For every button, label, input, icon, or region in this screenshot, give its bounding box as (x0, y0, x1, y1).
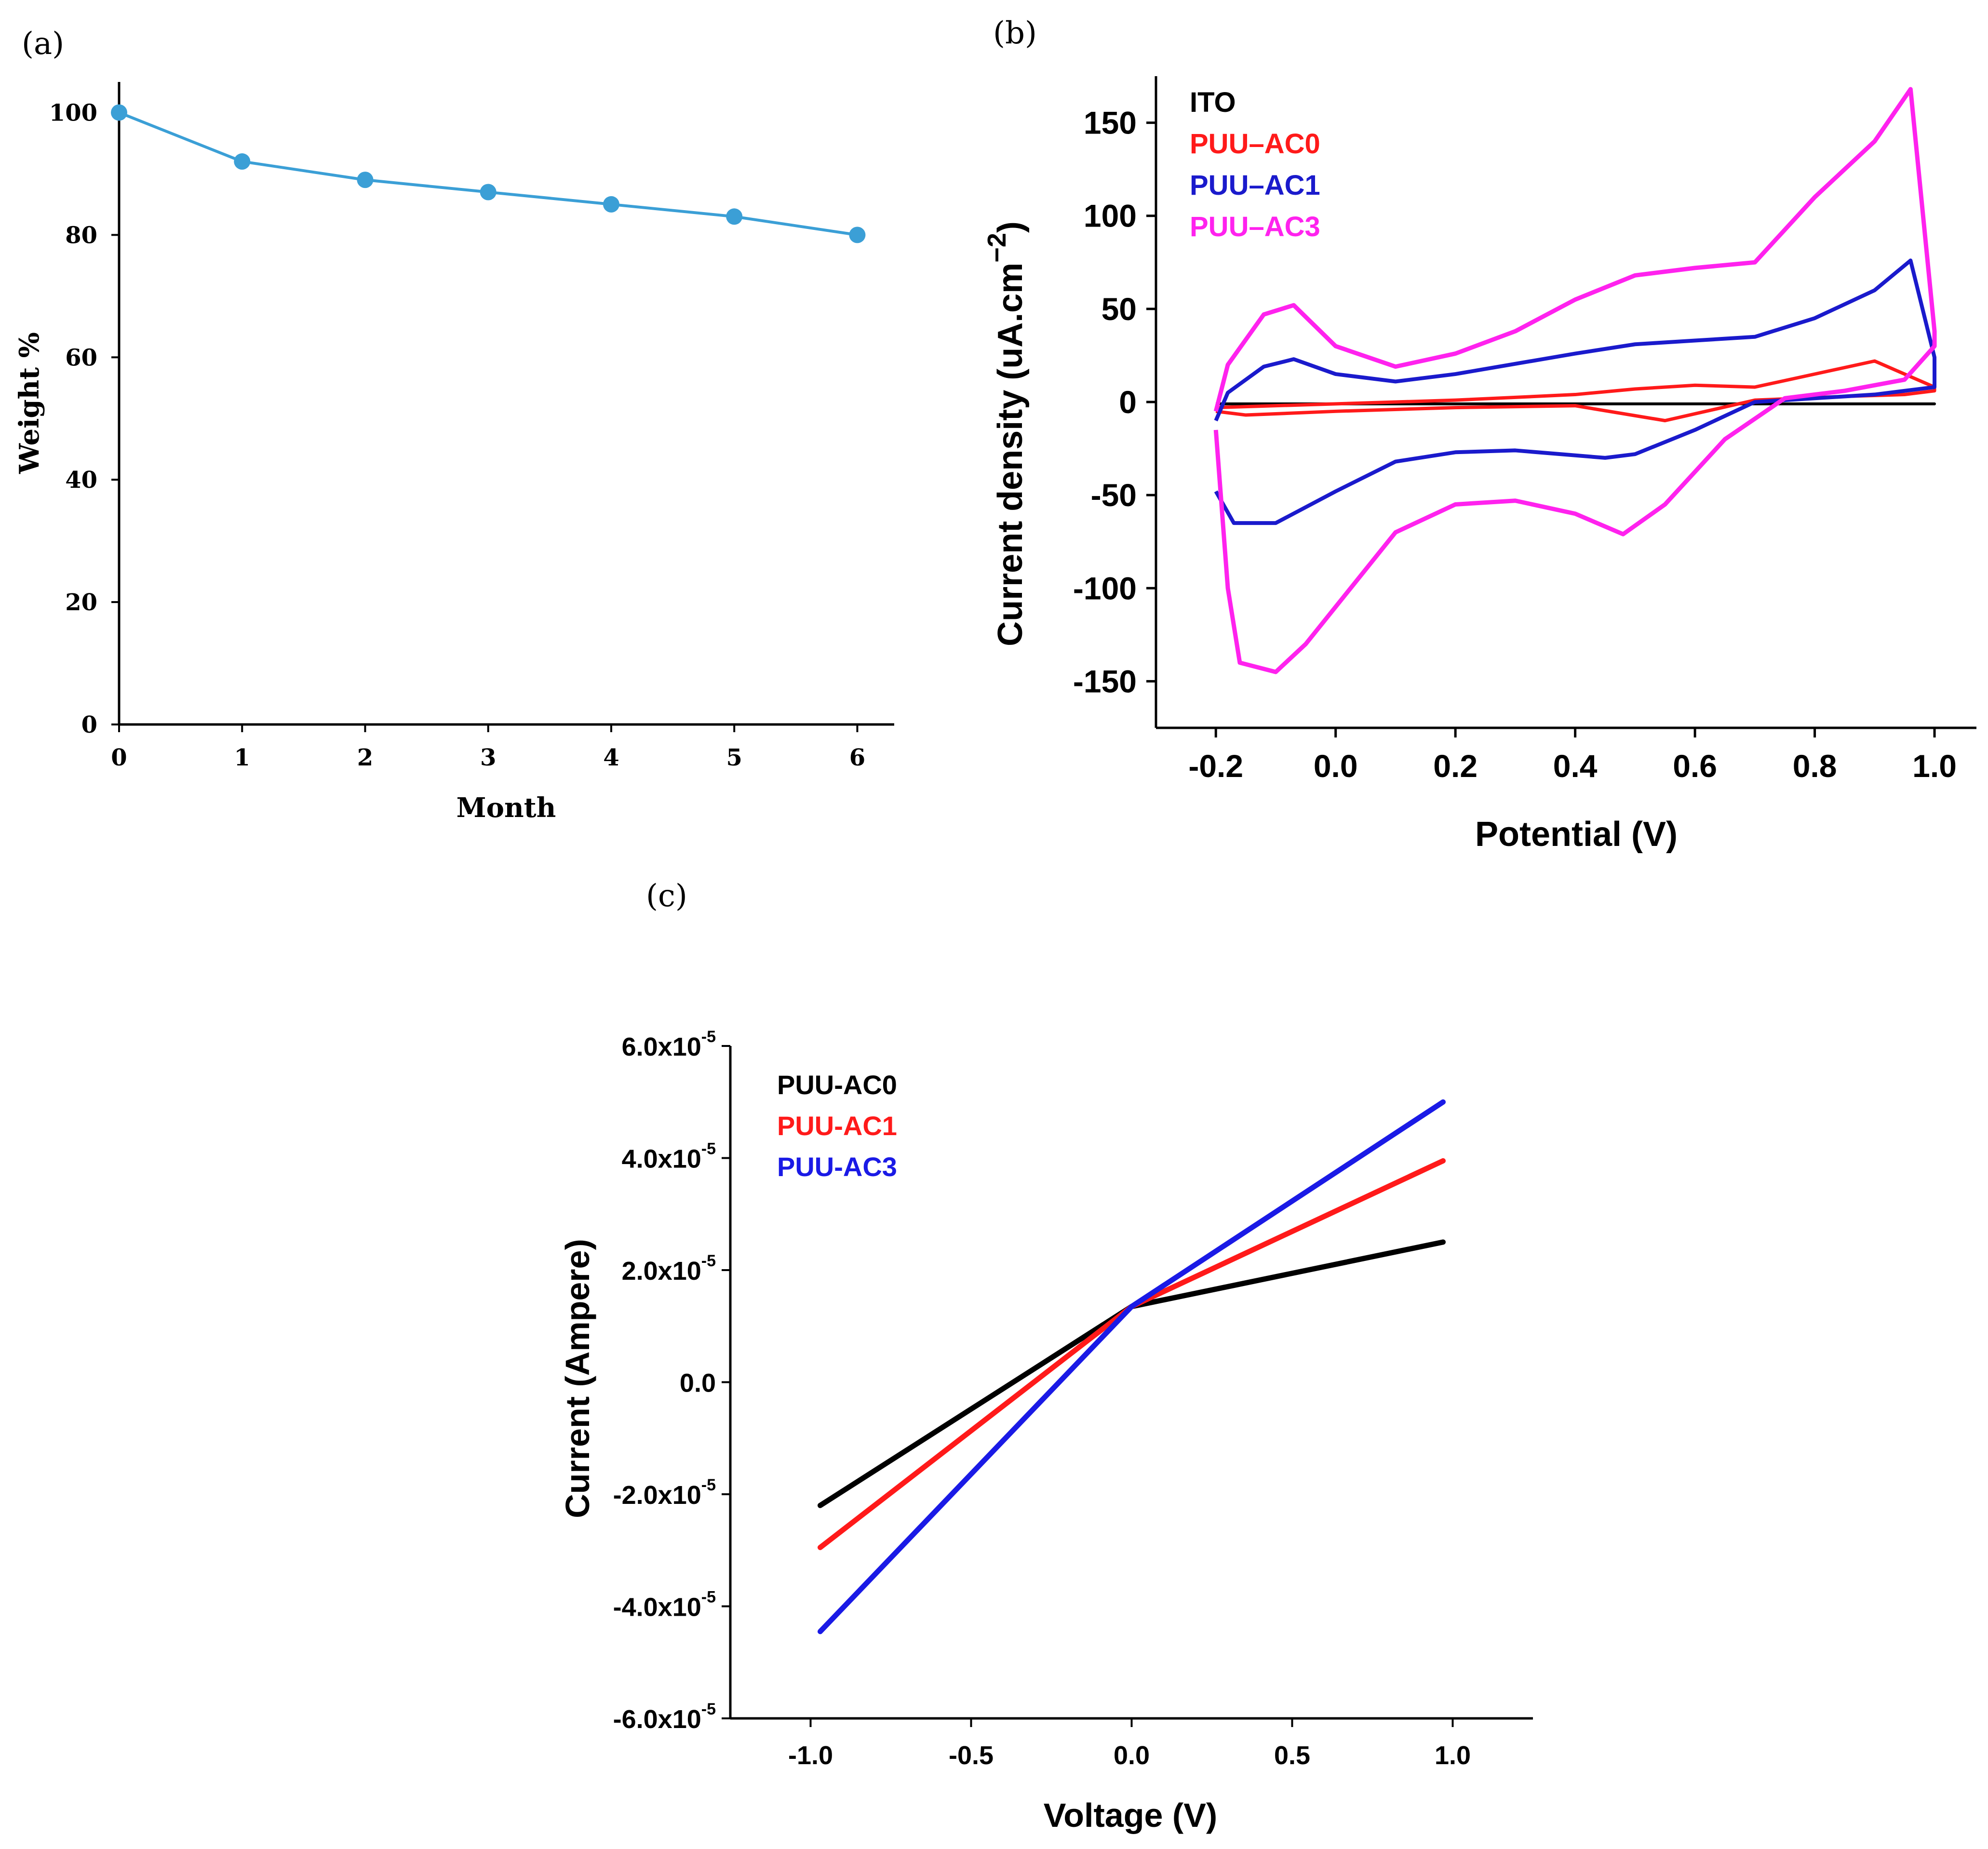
panel-a-y-tick-label-3: 60 (65, 344, 97, 371)
panel-b-y-tick-label-1: -100 (1073, 570, 1137, 606)
panel-c-series-puu-ac3 (817, 1099, 1446, 1635)
panel-c-series (817, 1099, 1446, 1635)
panel-b-y-label-sup: −2 (982, 233, 1011, 263)
panel-c-legend-puu-ac0: PUU-AC0 (777, 1070, 897, 1100)
panel-a-point-1 (234, 153, 251, 170)
panel-b-ticks: -0.2 0.0 0.2 0.4 0.6 0.8 1.0 -150 -100 -50 0 50 100 1… (1073, 105, 1957, 784)
panel-b-x-tick-label-1: 0.0 (1314, 748, 1358, 784)
panel-b-legend-puu-ac1: PUU–AC1 (1190, 170, 1320, 201)
panel-c-chart: (c) -1.0 -0.5 0.0 0.5 1.0-6.0x10-5-4.0x10-5-… (559, 878, 1533, 1834)
panel-a-x-tick-label-2: 2 (357, 744, 373, 771)
panel-c-x-tick-label-3: 0.5 (1274, 1741, 1310, 1770)
panel-b-series-puu-ac3 (1213, 87, 1937, 674)
panel-b-y-tick-label-4: 50 (1101, 291, 1137, 327)
panel-b-x-tick-label-6: 1.0 (1912, 748, 1957, 784)
panel-a-y-tick-label-0: 0 (81, 711, 97, 738)
panel-b-x-label: Potential (V) (1475, 815, 1678, 854)
panel-a-point-0 (111, 104, 127, 121)
panel-c-y-tick-label-1: -4.0x10-5 (613, 1588, 716, 1622)
panel-b-series (1213, 87, 1937, 674)
panel-a-point-3 (480, 184, 497, 201)
panel-c-x-tick-label-2: 0.0 (1114, 1741, 1150, 1770)
panel-c-label: (c) (646, 878, 687, 914)
panel-c-x-tick-label-4: 1.0 (1435, 1741, 1471, 1770)
panel-c-series-puu-ac1 (817, 1158, 1446, 1550)
panel-a-point-5 (726, 208, 743, 225)
panel-b-chart: (b) -0.2 0.0 0.2 0.4 0.6 0.8 1.0 -150 -100 -50 0 50… (982, 15, 1976, 854)
panel-b-y-tick-label-6: 150 (1084, 105, 1137, 141)
panel-a-series-line (118, 111, 858, 237)
panel-c-y-tick-label-4: 2.0x10-5 (622, 1252, 716, 1286)
panel-a-y-tick-label-1: 20 (65, 589, 97, 616)
panel-a-point-4 (603, 196, 619, 213)
panel-a-y-tick-label-4: 80 (65, 222, 97, 249)
panel-a-x-tick-label-1: 1 (234, 744, 250, 771)
panel-b-legend: ITO PUU–AC0 PUU–AC1 PUU–AC3 (1190, 87, 1320, 242)
panel-a-point-2 (357, 172, 374, 188)
panel-c-y-label: Current (Ampere) (559, 1239, 596, 1518)
panel-a-x-tick-label-5: 5 (726, 744, 742, 771)
panel-a-y-label: Weight % (13, 332, 45, 474)
panel-b-x-tick-label-2: 0.2 (1433, 748, 1478, 784)
panel-b-x-tick-label-0: -0.2 (1188, 748, 1243, 784)
panel-a-x-tick-label-6: 6 (849, 744, 865, 771)
panel-a-x-tick-label-0: 0 (111, 744, 127, 771)
panel-b-y-label-main: Current density (uA.cm (991, 263, 1030, 646)
panel-a-y-tick-label-5: 100 (49, 99, 97, 126)
panel-c-y-tick-label-5: 4.0x10-5 (622, 1140, 716, 1174)
panel-c-x-label: Voltage (V) (1044, 1796, 1217, 1834)
panel-c-x-tick-label-1: -0.5 (949, 1741, 994, 1770)
panel-a-point-6 (849, 227, 866, 243)
panel-b-series-puu-ac0 (1215, 359, 1936, 423)
panel-a-points (111, 104, 866, 243)
panel-b-y-tick-label-2: -50 (1091, 477, 1137, 513)
panel-a-y-tick-label-2: 40 (65, 467, 97, 494)
panel-b-legend-ito: ITO (1190, 87, 1236, 118)
panel-b-x-tick-label-3: 0.4 (1553, 748, 1598, 784)
panel-b-y-tick-label-0: -150 (1073, 663, 1137, 699)
panel-b-x-tick-label-5: 0.8 (1793, 748, 1837, 784)
panel-b-series-puu-ac1 (1214, 258, 1937, 525)
panel-c-x-tick-label-0: -1.0 (788, 1741, 833, 1770)
panel-b-y-tick-label-5: 100 (1084, 198, 1137, 234)
panel-c-legend-puu-ac1: PUU-AC1 (777, 1111, 897, 1141)
panel-b-legend-puu-ac0: PUU–AC0 (1190, 128, 1320, 160)
panel-b-y-label: Current density (uA.cm−2) (982, 221, 1030, 646)
panel-a-label: (a) (22, 26, 64, 62)
panel-a-x-tick-label-3: 3 (480, 744, 496, 771)
panel-b-legend-puu-ac3: PUU–AC3 (1190, 211, 1320, 242)
panel-c-y-tick-label-0: -6.0x10-5 (613, 1700, 716, 1734)
panel-c-y-tick-label-6: 6.0x10-5 (622, 1028, 716, 1061)
panel-c-y-tick-label-3: 0.0 (680, 1369, 716, 1398)
panel-c-ticks: -1.0 -0.5 0.0 0.5 1.0 -6.0x10-5 -4.0x10-5 -2.0x… (613, 1028, 1471, 1770)
panel-c-series-puu-ac0 (817, 1239, 1446, 1508)
panel-b-x-tick-label-4: 0.6 (1673, 748, 1717, 784)
panel-c-y-tick-label-2: -2.0x10-5 (613, 1476, 716, 1510)
panel-a-x-label: Month (457, 792, 556, 824)
panel-a-x-tick-label-4: 4 (603, 744, 619, 771)
panel-b-y-label-close: ) (991, 221, 1030, 233)
panel-c-legend-puu-ac3: PUU-AC3 (777, 1152, 897, 1182)
panel-b-label: (b) (993, 15, 1037, 51)
panel-b-y-tick-label-3: 0 (1119, 384, 1137, 420)
panel-c-legend: PUU-AC0 PUU-AC1 PUU-AC3 (777, 1070, 897, 1182)
